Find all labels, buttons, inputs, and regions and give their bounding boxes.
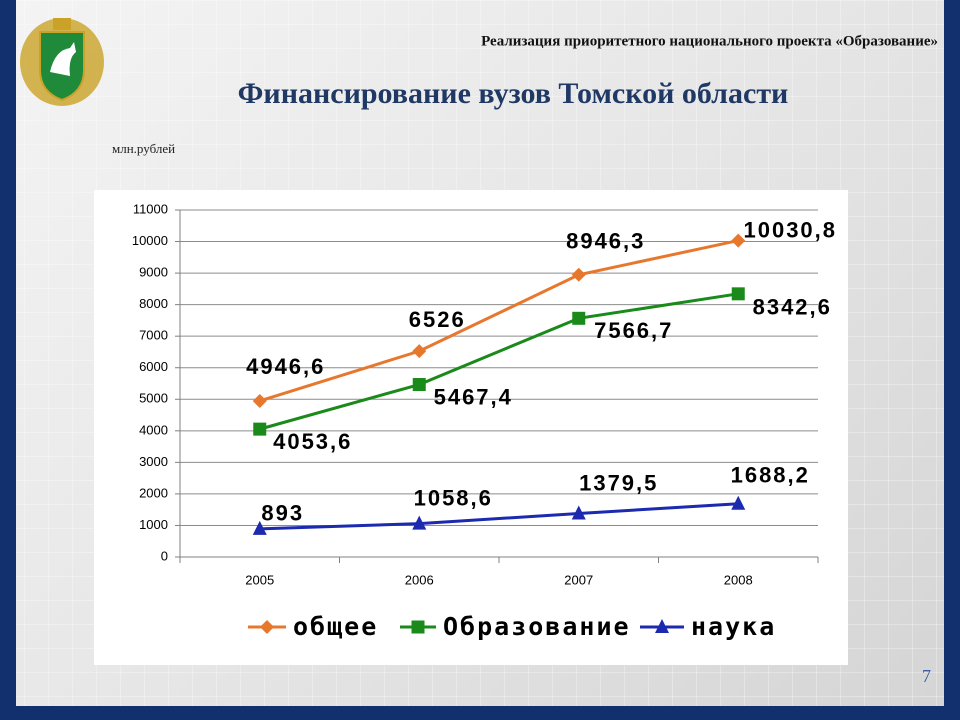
value-label: 4053,6 <box>273 429 352 454</box>
x-tick-label: 2008 <box>724 572 753 587</box>
y-tick-label: 8000 <box>139 296 168 311</box>
chart-title: Финансирование вузов Томской области <box>238 77 789 110</box>
value-label: 893 <box>261 501 304 526</box>
y-tick-label: 5000 <box>139 391 168 406</box>
value-label: 1379,5 <box>579 470 658 495</box>
y-tick-label: 6000 <box>139 359 168 374</box>
y-tick-label: 0 <box>161 548 168 563</box>
value-label: 10030,8 <box>743 217 837 242</box>
y-tick-label: 4000 <box>139 422 168 437</box>
marker <box>571 267 586 282</box>
value-label: 6526 <box>409 307 466 332</box>
right-band <box>944 0 960 720</box>
y-tick-label: 10000 <box>132 233 168 248</box>
legend-marker <box>260 620 274 634</box>
marker <box>571 505 586 520</box>
y-tick-label: 2000 <box>139 485 168 500</box>
value-label: 8342,6 <box>753 295 832 320</box>
bottom-band <box>0 706 960 720</box>
x-tick-label: 2006 <box>405 572 434 587</box>
marker <box>412 344 427 359</box>
series-line <box>259 239 739 403</box>
y-tick-label: 3000 <box>139 454 168 469</box>
marker <box>253 422 267 436</box>
legend-label: Образование <box>443 612 631 641</box>
marker <box>252 393 267 408</box>
legend-label: общее <box>293 612 378 641</box>
value-label: 1688,2 <box>731 463 810 488</box>
marker <box>412 378 426 392</box>
header: Реализация приоритетного национального п… <box>481 33 938 49</box>
marker <box>572 311 586 325</box>
left-band <box>0 0 16 720</box>
chart-area <box>94 190 848 665</box>
y-tick-label: 9000 <box>139 265 168 280</box>
value-label: 1058,6 <box>414 485 493 510</box>
y-tick-label: 1000 <box>139 517 168 532</box>
marker <box>412 515 427 530</box>
marker <box>252 520 267 535</box>
marker <box>731 233 746 248</box>
value-label: 7566,7 <box>594 318 673 343</box>
legend-marker <box>655 619 669 633</box>
marker <box>731 287 745 301</box>
x-tick-label: 2005 <box>245 572 274 587</box>
value-label: 4946,6 <box>246 354 325 379</box>
y-tick-label: 11000 <box>133 201 168 216</box>
legend-marker <box>411 620 425 634</box>
y-axis-label: млн.рублей <box>112 141 175 156</box>
legend-label: наука <box>691 612 776 641</box>
y-tick-label: 7000 <box>139 328 168 343</box>
value-label: 5467,4 <box>434 384 513 409</box>
emblem <box>20 18 104 106</box>
marker <box>731 495 746 510</box>
series-line <box>259 292 739 431</box>
page-number: 7 <box>922 666 931 686</box>
value-label: 8946,3 <box>566 229 645 254</box>
x-tick-label: 2007 <box>564 572 593 587</box>
series-line <box>259 502 739 531</box>
